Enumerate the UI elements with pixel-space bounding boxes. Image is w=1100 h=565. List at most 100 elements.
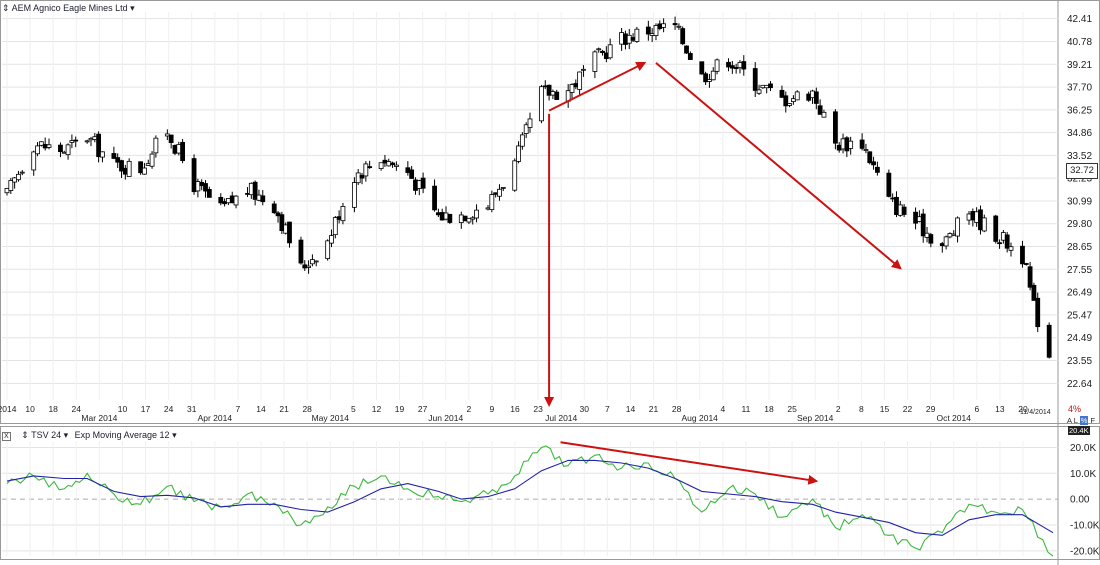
indicator-tick-label: 20.0K <box>1070 443 1096 454</box>
candle-body <box>794 91 800 101</box>
candle-body <box>516 145 521 162</box>
candle-body <box>901 206 907 215</box>
candle-body <box>142 167 147 175</box>
candle <box>306 260 311 274</box>
candle <box>592 50 598 79</box>
candle-body <box>84 140 90 143</box>
date-tick-label: Jul 2014 <box>545 413 577 423</box>
price-tick-label: 40.78 <box>1067 37 1092 48</box>
candle-body <box>821 111 827 118</box>
candle <box>16 170 21 182</box>
candle-body <box>390 162 395 165</box>
candle <box>516 141 521 164</box>
candle-body <box>581 68 586 71</box>
price-tick-label: 42.41 <box>1067 14 1092 25</box>
indicator-value-badge: 20.4K <box>1068 426 1090 435</box>
candle-body <box>96 133 102 158</box>
candle <box>1035 292 1041 333</box>
price-tick-label: 27.55 <box>1067 265 1092 276</box>
candle <box>523 122 529 139</box>
candle-body <box>222 201 227 205</box>
candle-body <box>974 211 980 223</box>
chevron-down-icon[interactable]: ▾ <box>172 430 177 440</box>
candle-body <box>863 149 869 151</box>
close-icon[interactable]: X <box>2 432 11 441</box>
toggle-a[interactable]: A <box>1067 416 1072 425</box>
date-tick-label: 29 <box>926 404 936 414</box>
candle-body <box>283 224 289 234</box>
candle-body <box>378 162 384 170</box>
candle <box>260 190 266 206</box>
candle <box>920 208 926 243</box>
date-tick-label: 17 <box>141 404 151 414</box>
candle <box>886 169 892 198</box>
candle <box>203 180 208 198</box>
candle-body <box>573 83 579 88</box>
date-tick-label: 30 <box>580 404 590 414</box>
candle-body <box>111 153 117 159</box>
candle-body <box>649 33 655 36</box>
candle-body <box>699 61 705 75</box>
candle <box>863 143 869 154</box>
candle-body <box>653 25 659 36</box>
candle <box>703 71 709 86</box>
candle <box>813 87 819 110</box>
candle-body <box>229 195 235 204</box>
date-tick-label: Aug 2014 <box>682 413 719 423</box>
price-panel-header[interactable]: ⇕ AEM Agnico Eagle Mines Ltd ▾ <box>2 3 135 14</box>
candle <box>191 154 197 195</box>
candle-body <box>38 141 44 146</box>
candle <box>726 58 731 72</box>
candle-body <box>119 160 124 172</box>
price-tick-label: 25.47 <box>1067 310 1092 321</box>
candle <box>848 136 854 155</box>
candle-body <box>817 105 823 115</box>
candle-body <box>393 164 399 167</box>
toggle-pct[interactable]: % <box>1079 416 1089 425</box>
candle <box>466 217 472 224</box>
candle <box>332 215 338 239</box>
candle <box>287 221 292 248</box>
candle-body <box>729 65 735 69</box>
candle-body <box>569 84 575 93</box>
candle-body <box>245 193 250 195</box>
candle-body <box>329 235 334 244</box>
candle <box>833 109 838 150</box>
candle-body <box>1023 263 1029 265</box>
candle-body <box>924 232 930 238</box>
candle-body <box>523 124 529 134</box>
candle-body <box>542 85 548 88</box>
candle <box>978 205 983 235</box>
candle <box>340 202 346 225</box>
candle-body <box>707 79 712 82</box>
candle <box>710 67 716 81</box>
candle-body <box>859 139 865 149</box>
candle <box>58 142 63 158</box>
price-tick-label: 33.52 <box>1067 151 1092 162</box>
candle <box>206 186 212 198</box>
candle <box>714 58 720 75</box>
candle <box>46 138 52 150</box>
toggle-f[interactable]: F <box>1090 416 1096 425</box>
date-tick-label: 5 <box>351 404 356 414</box>
candle-body <box>897 204 903 216</box>
indicator-panel-header[interactable]: X ⇕ TSV 24 ▾ Exp Moving Average 12 ▾ <box>2 430 177 441</box>
date-tick-label: Oct 2014 <box>936 413 971 423</box>
chevron-down-icon[interactable]: ▾ <box>130 3 135 13</box>
date-tick-label: Jun 2014 <box>428 413 463 423</box>
candle <box>676 23 682 30</box>
candle-body <box>703 73 709 83</box>
candle <box>393 161 399 171</box>
candle-body <box>844 137 850 152</box>
sort-icon: ⇕ <box>21 430 29 440</box>
chevron-down-icon[interactable]: ▾ <box>63 430 69 440</box>
candle <box>470 215 476 225</box>
toggle-l[interactable]: L <box>1073 416 1078 425</box>
candle-body <box>149 153 155 167</box>
candle-body <box>840 138 846 150</box>
candle <box>955 216 960 243</box>
date-tick-label: 31 <box>187 404 197 414</box>
scale-toggles[interactable]: A L % F <box>1067 416 1095 425</box>
candle <box>546 84 552 101</box>
